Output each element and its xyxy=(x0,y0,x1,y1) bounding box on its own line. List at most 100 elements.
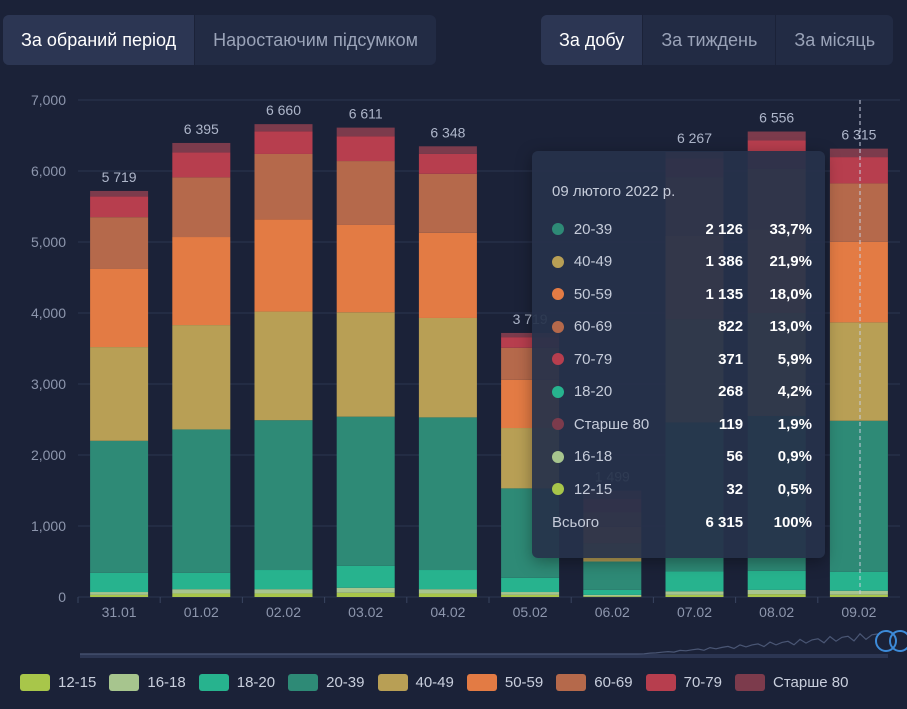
bar-segment[interactable] xyxy=(172,593,231,597)
legend-item[interactable]: 18-20 xyxy=(198,674,275,691)
tooltip-series-value: 32 xyxy=(726,480,744,498)
bar-segment[interactable] xyxy=(747,131,806,141)
bar-segment[interactable] xyxy=(829,241,888,323)
bar-segment[interactable] xyxy=(747,594,806,597)
bar-segment[interactable] xyxy=(90,190,149,197)
tooltip-series-dot xyxy=(552,418,564,430)
legend-label: 50-59 xyxy=(504,674,544,691)
bar-segment[interactable] xyxy=(172,237,231,326)
legend-item[interactable]: Старше 80 xyxy=(735,674,848,691)
bar-segment[interactable] xyxy=(418,570,477,590)
bar-segment[interactable] xyxy=(501,592,560,595)
bar-segment[interactable] xyxy=(418,589,477,594)
tab-cumulative[interactable]: Наростаючим підсумком xyxy=(213,29,419,50)
legend-item[interactable]: 50-59 xyxy=(466,674,544,691)
bar-segment[interactable] xyxy=(336,587,395,593)
tab-selected-period[interactable]: За обраний період xyxy=(3,15,196,65)
bar-segment[interactable] xyxy=(829,183,888,242)
bar-segment[interactable] xyxy=(254,153,313,220)
bar-segment[interactable] xyxy=(747,589,806,595)
total-label: 6 267 xyxy=(677,130,712,146)
legend-item[interactable]: 12-15 xyxy=(20,674,96,691)
bar-segment[interactable] xyxy=(254,124,313,132)
tooltip-total-row: Всього 6 315 100% xyxy=(552,512,812,532)
zoom-scrollbar[interactable] xyxy=(80,630,907,658)
tab-week[interactable]: За тиждень xyxy=(643,15,777,65)
bar-segment[interactable] xyxy=(336,161,395,225)
bar-segment[interactable] xyxy=(829,594,888,597)
bar-segment[interactable] xyxy=(254,219,313,312)
bar-segment[interactable] xyxy=(254,131,313,154)
bar-segment[interactable] xyxy=(90,347,149,441)
bar-segment[interactable] xyxy=(90,592,149,595)
zoom-handle-right[interactable] xyxy=(889,630,907,652)
bar-segment[interactable] xyxy=(418,153,477,174)
bar-segment[interactable] xyxy=(90,572,149,593)
bar-segment[interactable] xyxy=(665,591,724,595)
bar-segment[interactable] xyxy=(829,322,888,421)
tooltip-series-value: 1 135 xyxy=(705,285,744,303)
chart-legend: 12-15 16-18 18-20 20-39 40-49 50-59 60-69 70-79… xyxy=(20,674,861,691)
tooltip-row: 16-18 56 0,9% xyxy=(552,447,812,467)
x-tick-label: 31.01 xyxy=(102,604,137,620)
bar-segment[interactable] xyxy=(418,317,477,418)
bar-segment[interactable] xyxy=(336,224,395,313)
bar-segment[interactable] xyxy=(336,127,395,137)
bar-segment[interactable] xyxy=(501,332,560,338)
bar-segment[interactable] xyxy=(90,196,149,218)
bar-segment[interactable] xyxy=(418,173,477,233)
bar-segment[interactable] xyxy=(829,590,888,595)
bar-segment[interactable] xyxy=(90,594,149,597)
bar-segment[interactable] xyxy=(829,420,888,572)
bar-segment[interactable] xyxy=(501,577,560,593)
bar-segment[interactable] xyxy=(418,232,477,318)
bar-segment[interactable] xyxy=(336,565,395,588)
legend-item[interactable]: 40-49 xyxy=(377,674,454,691)
bar-segment[interactable] xyxy=(172,589,231,594)
bar-segment[interactable] xyxy=(418,593,477,597)
legend-item[interactable]: 70-79 xyxy=(645,674,722,691)
bar-segment[interactable] xyxy=(172,429,231,573)
bar-segment[interactable] xyxy=(829,148,888,158)
bar-segment[interactable] xyxy=(583,589,642,595)
y-tick-label: 1,000 xyxy=(31,518,66,534)
bar-segment[interactable] xyxy=(336,312,395,417)
bar-segment[interactable] xyxy=(747,570,806,590)
bar-segment[interactable] xyxy=(172,142,231,153)
y-tick-label: 6,000 xyxy=(31,163,66,179)
bar-segment[interactable] xyxy=(829,571,888,591)
bar-segment[interactable] xyxy=(90,268,149,348)
bar-segment[interactable] xyxy=(254,593,313,597)
bar-segment[interactable] xyxy=(418,417,477,571)
tab-month[interactable]: За місяць xyxy=(794,29,876,50)
bar-segment[interactable] xyxy=(583,561,642,590)
bar-segment[interactable] xyxy=(501,337,560,348)
bar-segment[interactable] xyxy=(665,594,724,597)
tooltip-series-name: 12-15 xyxy=(573,480,613,498)
bar-segment[interactable] xyxy=(172,325,231,430)
bar-segment[interactable] xyxy=(418,146,477,154)
bar-segment[interactable] xyxy=(172,177,231,238)
bar-segment[interactable] xyxy=(90,440,149,573)
tab-day[interactable]: За добу xyxy=(541,15,644,65)
bar-segment[interactable] xyxy=(336,416,395,566)
legend-item[interactable]: 60-69 xyxy=(556,674,633,691)
bar-segment[interactable] xyxy=(254,589,313,594)
bar-segment[interactable] xyxy=(90,217,149,269)
bar-segment[interactable] xyxy=(336,136,395,162)
bar-segment[interactable] xyxy=(665,571,724,592)
legend-item[interactable]: 16-18 xyxy=(109,674,186,691)
bar-segment[interactable] xyxy=(254,311,313,421)
bar-segment[interactable] xyxy=(829,157,888,184)
zoom-handle-left[interactable] xyxy=(875,630,897,652)
legend-item[interactable]: 20-39 xyxy=(288,674,365,691)
bar-segment[interactable] xyxy=(583,596,642,597)
bar-segment[interactable] xyxy=(172,572,231,590)
bar-segment[interactable] xyxy=(254,570,313,590)
bar-segment[interactable] xyxy=(501,594,560,597)
legend-swatch xyxy=(198,674,229,691)
bar-segment[interactable] xyxy=(254,420,313,571)
bar-segment[interactable] xyxy=(172,152,231,178)
bar-segment[interactable] xyxy=(336,592,395,597)
bar-segment[interactable] xyxy=(583,594,642,597)
